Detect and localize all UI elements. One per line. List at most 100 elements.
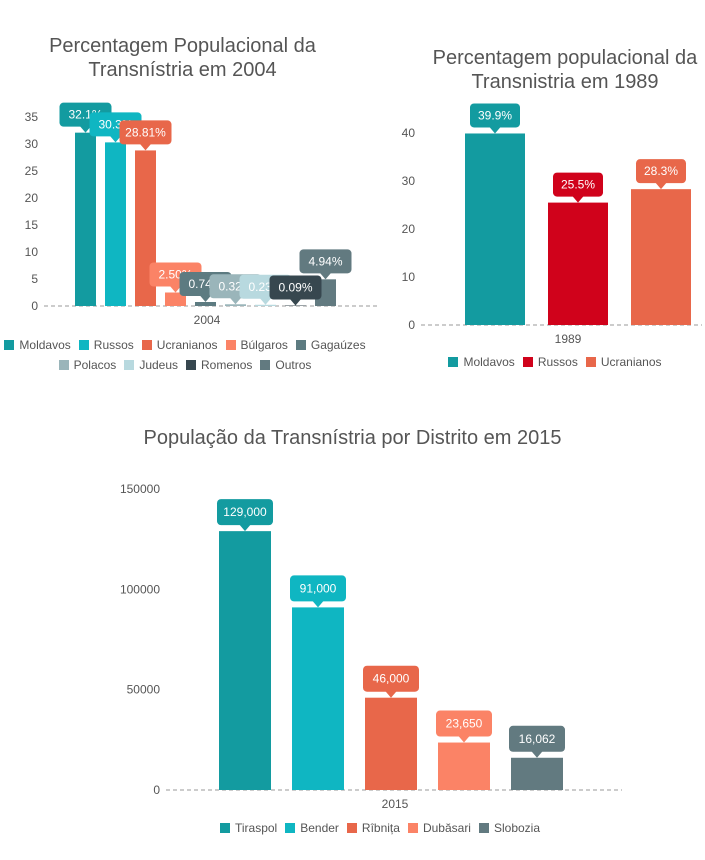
c2015-legend-label: Dubăsari [422, 821, 471, 835]
c2004-legend-label: Polacos [73, 358, 117, 372]
c2004-legend-label: Ucranianos [156, 338, 218, 352]
c2004-legend-item-gagauzes[interactable]: Gagaúzes [295, 335, 366, 355]
c2004-ytick-5: 5 [31, 272, 38, 286]
c1989-ytick-0: 0 [408, 318, 415, 332]
c2004-bar-bulgaros [165, 292, 186, 306]
c2015-bar-dubasari [438, 742, 490, 790]
c1989-ytick-10: 10 [402, 270, 416, 284]
c1989-data-label-ucranianos: 28.3% [636, 159, 686, 190]
c2004-ytick-25: 25 [25, 164, 39, 178]
c1989-legend-item-russos[interactable]: Russos [522, 352, 578, 372]
c2004-legend-item-moldavos[interactable]: Moldavos [4, 335, 71, 355]
c2004-legend-label: Judeus [139, 358, 179, 372]
c2004-legend-swatch [141, 340, 152, 350]
c2004-legend-swatch [186, 360, 197, 370]
chart-2015-svg: 0 50000 100000 150000 2015 129,000 91,000 46,00… [120, 482, 622, 811]
chart-2015-title: População da Transnístria por Distrito e… [143, 427, 562, 449]
c2015-ytick-0: 0 [153, 783, 160, 797]
c2004-legend-label: Búlgaros [240, 338, 288, 352]
c2015-legend-label: Rîbnița [361, 821, 400, 835]
c1989-legend-label: Russos [537, 355, 578, 369]
c2004-legend-item-ucranianos[interactable]: Ucranianos [141, 335, 218, 355]
c2004-legend-item-outros[interactable]: Outros [260, 355, 311, 375]
c1989-bar-russos [548, 202, 608, 325]
c1989-legend-swatch [522, 357, 533, 367]
c2004-legend-label: Romenos [201, 358, 253, 372]
c2015-legend-item-tiraspol[interactable]: Tiraspol [219, 818, 278, 838]
c2004-data-label-ucranianos: 28.81% [119, 120, 172, 151]
c2015-legend-swatch [407, 823, 418, 833]
c2015-category-label: 2015 [382, 797, 409, 811]
chart-2004-svg: 05101520253035200432.1%30.3%28.81%2.50%0… [25, 102, 378, 327]
chart-1989-legend: Moldavos Russos Ucranianos [405, 352, 705, 372]
c2015-ytick-50000: 50000 [127, 683, 161, 697]
c2015-data-label-slobozia: 16,062 [509, 725, 565, 758]
c2004-legend-label: Gagaúzes [310, 338, 366, 352]
c2004-legend-item-polacos[interactable]: Polacos [58, 355, 117, 375]
c2004-bar-judeus [255, 304, 276, 306]
svg-text:28.3%: 28.3% [644, 164, 678, 178]
c2015-legend-item-dubasari[interactable]: Dubăsari [407, 818, 471, 838]
svg-text:25.5%: 25.5% [561, 178, 595, 192]
c2004-legend-swatch [58, 360, 69, 370]
chart-1989-svg: 0 10 20 30 40 1989 39.9% 25.5% 28.3% [402, 103, 702, 346]
c2004-legend-item-judeus[interactable]: Judeus [124, 355, 178, 375]
c2004-legend-label: Outros [275, 358, 312, 372]
c2015-data-label-tiraspol: 129,000 [217, 499, 273, 532]
c2004-ytick-0: 0 [31, 299, 38, 313]
c1989-data-label-moldavos: 39.9% [470, 103, 520, 134]
c2015-legend-label: Tiraspol [234, 821, 278, 835]
chart-2004-panel: Percentagem Populacional da Transnístria… [0, 0, 380, 390]
c1989-legend-swatch [585, 357, 596, 367]
c2004-bar-moldavos [75, 132, 96, 306]
svg-text:4.94%: 4.94% [308, 254, 342, 268]
c1989-bar-ucranianos [631, 189, 691, 325]
c2015-legend-label: Slobozia [493, 821, 541, 835]
c2004-legend-swatch [225, 340, 236, 350]
c1989-legend-item-moldavos[interactable]: Moldavos [448, 352, 515, 372]
c2004-data-label-romenos: 0.09% [269, 275, 322, 306]
chart-1989-panel: Percentagem populacional da Transnistria… [390, 0, 705, 390]
c2015-data-label-bender: 91,000 [290, 575, 346, 608]
c2004-legend-item-romenos[interactable]: Romenos [186, 355, 252, 375]
c2015-legend-swatch [346, 823, 357, 833]
c2004-ytick-20: 20 [25, 191, 39, 205]
c2004-legend-swatch [295, 340, 306, 350]
c2004-ytick-35: 35 [25, 110, 39, 124]
c2015-legend-item-ribnita[interactable]: Rîbnița [346, 818, 400, 838]
svg-text:23,650: 23,650 [446, 717, 483, 731]
svg-text:28.81%: 28.81% [125, 125, 166, 139]
c1989-ytick-30: 30 [402, 174, 416, 188]
c2004-bar-polacos [225, 304, 246, 306]
svg-text:16,062: 16,062 [519, 732, 556, 746]
c2004-legend-item-bulgaros[interactable]: Búlgaros [225, 335, 288, 355]
c1989-legend-swatch [448, 357, 459, 367]
c2015-data-label-ribnita: 46,000 [363, 665, 419, 698]
svg-text:129,000: 129,000 [223, 505, 267, 519]
c1989-legend-item-ucranianos[interactable]: Ucranianos [585, 352, 662, 372]
c2015-data-label-dubasari: 23,650 [436, 710, 492, 743]
c2015-legend-label: Bender [300, 821, 339, 835]
chart-2004-legend: Moldavos Russos Ucranianos Búlgaros Gagaúzes… [0, 335, 370, 375]
chart-2015-legend: Tiraspol Bender Rîbnița Dubăsari Slobozia [0, 818, 705, 838]
chart-1989-title: Percentagem populacional da Transnistria… [432, 47, 698, 93]
chart-2004-title: Percentagem Populacional da Transnístria… [49, 35, 316, 81]
c2015-legend-item-bender[interactable]: Bender [285, 818, 339, 838]
c2004-legend-item-russos[interactable]: Russos [78, 335, 134, 355]
c2015-bar-slobozia [511, 757, 563, 790]
svg-text:39.9%: 39.9% [478, 108, 512, 122]
c2015-legend-swatch [478, 823, 489, 833]
c2015-ytick-150000: 150000 [120, 482, 160, 496]
c1989-bar-moldavos [465, 133, 525, 325]
c2015-legend-item-slobozia[interactable]: Slobozia [478, 818, 541, 838]
c1989-ytick-40: 40 [402, 126, 416, 140]
c2015-bar-tiraspol [219, 531, 271, 790]
c2004-ytick-15: 15 [25, 218, 39, 232]
c2004-ytick-30: 30 [25, 137, 39, 151]
c2004-legend-swatch [4, 340, 15, 350]
c2015-bar-ribnita [365, 697, 417, 790]
c2004-legend-swatch [260, 360, 271, 370]
c1989-category-label: 1989 [555, 332, 582, 346]
c2004-bar-russos [105, 142, 126, 306]
c2004-legend-label: Moldavos [19, 338, 71, 352]
